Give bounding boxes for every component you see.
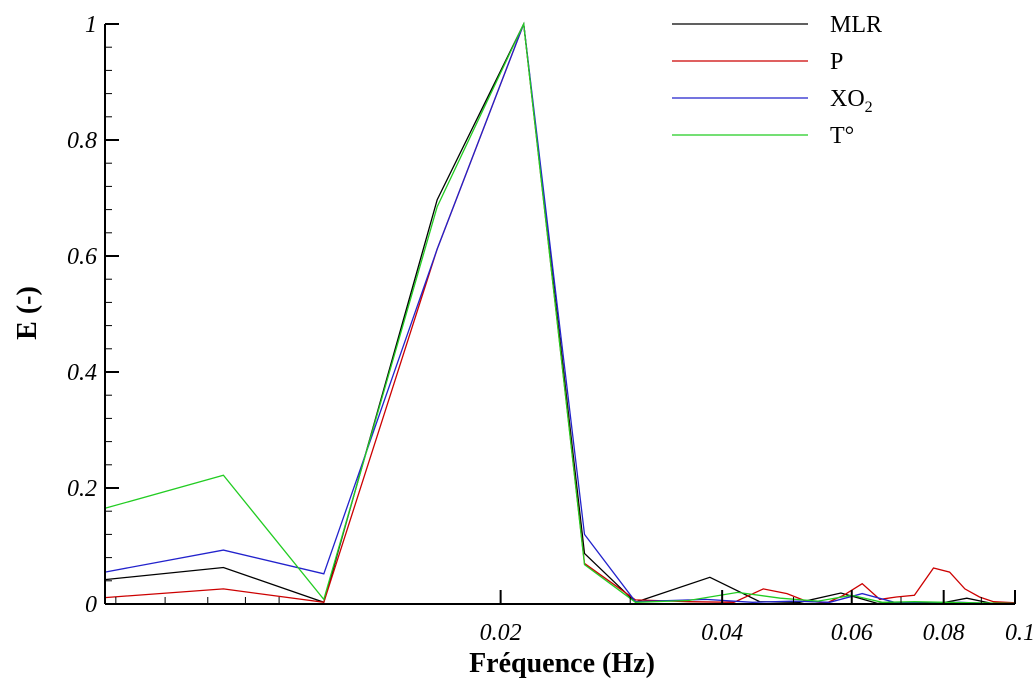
legend-label: T° [830, 123, 854, 149]
x-tick-label: 0.06 [831, 620, 873, 646]
series-line-xo [104, 23, 1015, 605]
y-tick-label: 0.6 [67, 244, 97, 270]
y-axis-title: E (-) [12, 286, 43, 340]
x-tick-label: 0.1 [1005, 620, 1035, 646]
legend-label: MLR [830, 12, 882, 38]
y-tick-label: 0.8 [67, 128, 97, 154]
y-tick-label: 0.2 [67, 476, 97, 502]
y-tick-label: 0 [85, 592, 97, 618]
x-axis-title: Fréquence (Hz) [469, 648, 655, 679]
y-tick-label: 0.4 [67, 360, 97, 386]
y-tick-label: 1 [85, 12, 97, 38]
x-tick-label: 0.04 [701, 620, 743, 646]
legend-label: P [830, 49, 843, 75]
x-tick-label: 0.08 [923, 620, 965, 646]
series-line-t [104, 21, 1016, 605]
legend-label: XO2 [830, 86, 873, 116]
series-line-mlr [104, 21, 1015, 605]
series-line-p [104, 23, 1016, 604]
x-tick-label: 0.02 [480, 620, 522, 646]
